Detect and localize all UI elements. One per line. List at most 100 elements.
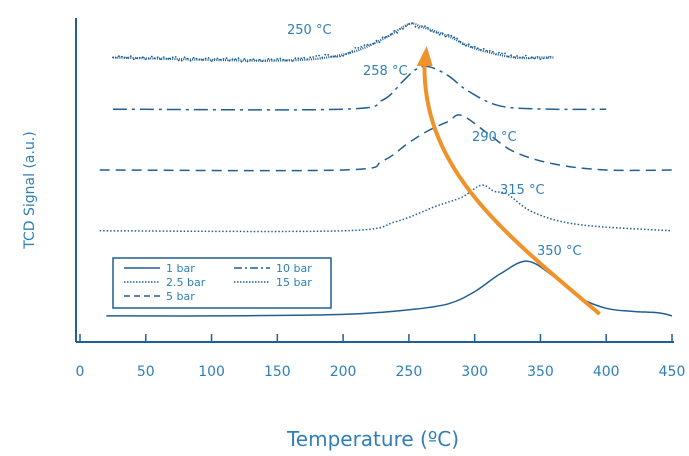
noise-dot [228, 59, 231, 62]
noise-dot [539, 58, 542, 61]
series-line-2-5-bar [112, 22, 554, 62]
noise-dot [447, 34, 450, 36]
noise-dot [132, 58, 135, 61]
noise-dot [360, 46, 363, 48]
peak-label: 258 °C [363, 64, 408, 79]
noise-dot [321, 56, 324, 59]
noise-dot [255, 59, 258, 62]
noise-dot [282, 58, 285, 61]
noise-dot [354, 47, 357, 49]
noise-dot [177, 59, 180, 62]
noise-dot [138, 56, 141, 59]
noise-dot [456, 37, 458, 40]
noise-dot [432, 31, 435, 33]
noise-dot [243, 58, 246, 60]
x-axis-label: Temperature (ºC) [286, 427, 459, 451]
noise-dot [476, 47, 479, 50]
noise-dot [536, 56, 539, 58]
noise-dot [195, 57, 198, 60]
x-tick-label: 0 [76, 364, 85, 380]
noise-dot [115, 56, 117, 59]
noise-dot [291, 60, 294, 62]
legend-label: 5 bar [166, 290, 195, 303]
noise-dot [421, 25, 423, 28]
noise-dot [165, 57, 168, 60]
noise-dot [513, 56, 515, 58]
noise-dot [303, 56, 306, 59]
noise-dot [183, 56, 186, 59]
noise-dot [121, 55, 123, 58]
noise-dot [147, 57, 150, 60]
x-tick-label: 400 [593, 364, 620, 380]
noise-dot [264, 60, 267, 62]
noise-dot [288, 59, 291, 61]
x-ticks: 0 50 100 150 200 250 300 350 400 450 [76, 334, 685, 380]
noise-dot [444, 35, 447, 38]
series-lines [99, 22, 673, 317]
noise-dot [258, 58, 261, 61]
peak-labels: 350 °C 315 °C 290 °C 258 °C 250 °C [287, 23, 582, 259]
noise-dot [171, 56, 174, 59]
axes [75, 18, 674, 343]
noise-dot [135, 57, 138, 60]
noise-dot [516, 55, 518, 57]
noise-dot [180, 59, 183, 62]
noise-dot [381, 36, 384, 39]
noise-dot [336, 56, 338, 58]
x-tick-label: 50 [137, 364, 155, 380]
noise-dot [467, 43, 470, 46]
noise-dot [216, 57, 219, 60]
noise-dot [427, 26, 429, 29]
trend-arrow-head [416, 46, 433, 66]
noise-dot [297, 57, 300, 60]
noise-dot [252, 58, 255, 60]
noise-dot [324, 53, 327, 56]
noise-dot [300, 57, 303, 60]
noise-dot [462, 43, 464, 46]
peak-label: 290 °C [472, 130, 517, 145]
noise-dot [210, 60, 213, 63]
noise-dot [402, 28, 404, 30]
noise-dot [470, 46, 473, 48]
noise-dot [285, 59, 288, 62]
noise-dot [450, 34, 453, 37]
noise-dot [198, 58, 201, 61]
noise-dot [213, 58, 216, 61]
noise-dot [240, 60, 243, 63]
noise-dot [393, 30, 396, 32]
legend-label: 15 bar [276, 276, 312, 289]
x-tick-label: 200 [330, 364, 357, 380]
noise-dot [261, 60, 264, 63]
noise-dot [363, 44, 366, 47]
legend-label: 1 bar [166, 262, 195, 275]
noise-dot [201, 59, 204, 61]
noise-dot [378, 41, 381, 44]
noise-dot [162, 56, 165, 58]
noise-dot [369, 43, 372, 46]
noise-dot [126, 56, 129, 59]
noise-dot [207, 57, 210, 59]
noise-dot [144, 58, 147, 61]
noise-dot [366, 43, 369, 46]
noise-dot [372, 42, 375, 45]
noise-dot [479, 48, 482, 51]
noise-dot [339, 55, 341, 58]
noise-dot [488, 49, 491, 52]
peak-label: 350 °C [537, 244, 582, 259]
noise-dot [234, 58, 237, 61]
legend-box [112, 257, 332, 309]
noise-dot [498, 51, 500, 54]
series-line-1-bar [106, 260, 673, 317]
noise-dot [273, 59, 276, 62]
noise-dot [519, 56, 521, 59]
noise-dot [112, 56, 114, 59]
noise-dot [192, 56, 195, 59]
noise-dot [482, 47, 485, 50]
noise-dot [510, 54, 512, 57]
noise-dot [530, 56, 533, 59]
legend-label: 10 bar [276, 262, 312, 275]
noise-dot [118, 55, 120, 57]
noise-dot [330, 55, 333, 58]
noise-dot [492, 50, 494, 53]
